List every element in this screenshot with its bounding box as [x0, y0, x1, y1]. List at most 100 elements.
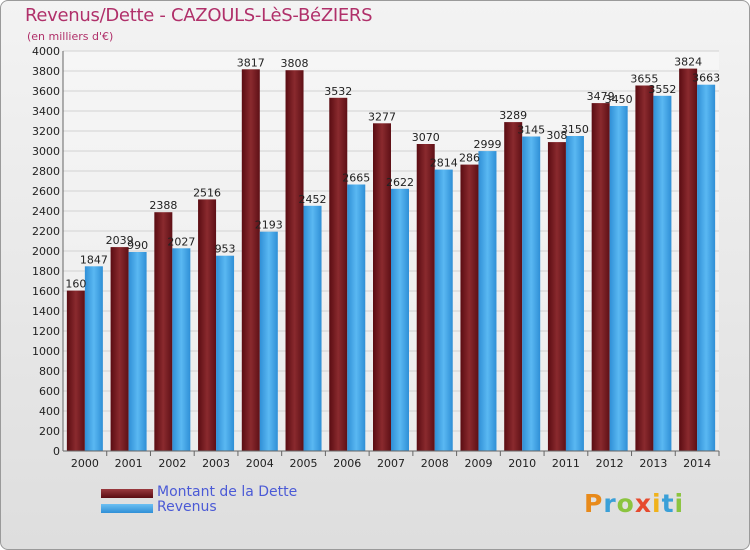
legend-label-debt: Montant de la Dette [157, 484, 298, 500]
bar-debt-2013 [635, 85, 654, 451]
bar-revenue-2007 [391, 188, 409, 452]
x-tick-label: 2004 [246, 457, 274, 470]
y-tick-label: 0 [53, 445, 60, 458]
y-tick-label: 1600 [32, 285, 60, 298]
bar-revenue-2004 [259, 231, 278, 451]
y-tick-label: 400 [39, 405, 60, 418]
data-label-revenue: 2193 [255, 219, 283, 232]
bar-debt-2011 [547, 142, 566, 451]
x-tick-label: 2000 [71, 457, 99, 470]
data-label-revenue: 2999 [473, 138, 501, 151]
bar-debt-2003 [198, 199, 217, 451]
y-tick-label: 2400 [32, 205, 60, 218]
bar-revenue-2014 [697, 84, 716, 451]
bar-debt-2004 [241, 69, 260, 452]
x-tick-label: 2008 [421, 457, 449, 470]
legend-label-revenue: Revenus [157, 499, 217, 515]
data-label-debt: 3289 [499, 109, 527, 122]
x-tick-label: 2012 [596, 457, 624, 470]
chart-title: Revenus/Dette - CAZOULS-LèS-BéZIERS [25, 5, 373, 26]
y-tick-label: 1400 [32, 305, 60, 318]
bar-debt-2014 [679, 68, 698, 451]
data-label-revenue: 2665 [342, 172, 370, 185]
legend-swatch-revenue [101, 504, 153, 513]
bar-debt-2009 [460, 164, 479, 451]
y-tick-label: 3600 [32, 85, 60, 98]
data-label-debt: 2388 [149, 199, 177, 212]
x-tick-label: 2002 [158, 457, 186, 470]
data-label-revenue: 953 [215, 243, 236, 256]
y-tick-label: 3800 [32, 65, 60, 78]
legend-swatch-debt [101, 489, 153, 498]
data-label-debt: 286 [459, 152, 480, 165]
x-tick-label: 2003 [202, 457, 230, 470]
bar-debt-2010 [504, 122, 523, 451]
bar-debt-2012 [591, 103, 610, 451]
chart-subtitle: (en milliers d'€) [27, 30, 114, 43]
data-label-debt: 3532 [324, 85, 352, 98]
bar-revenue-2006 [347, 184, 366, 451]
data-label-revenue: 2452 [299, 193, 327, 206]
y-tick-label: 2000 [32, 245, 60, 258]
data-label-debt: 3479 [587, 90, 615, 103]
data-label-debt: 3817 [237, 56, 265, 69]
data-label-revenue: 3450 [605, 93, 633, 106]
y-tick-label: 3200 [32, 125, 60, 138]
y-tick-label: 4000 [32, 45, 60, 58]
x-tick-label: 2011 [552, 457, 580, 470]
data-label-revenue: 2622 [386, 176, 414, 189]
y-tick-label: 1800 [32, 265, 60, 278]
bar-debt-2008 [416, 144, 435, 451]
data-label-revenue: 990 [127, 239, 148, 252]
bar-revenue-2009 [478, 151, 497, 451]
data-label-revenue: 2027 [167, 235, 195, 248]
data-label-revenue: 3663 [692, 72, 720, 85]
data-label-debt: 3655 [630, 73, 658, 86]
data-label-revenue: 3145 [517, 124, 545, 137]
data-label-revenue: 1847 [80, 253, 108, 266]
y-tick-label: 2800 [32, 165, 60, 178]
x-tick-label: 2014 [683, 457, 711, 470]
bar-debt-2000 [66, 290, 85, 451]
data-label-revenue: 3552 [648, 83, 676, 96]
x-tick-label: 2013 [639, 457, 667, 470]
x-tick-label: 2006 [333, 457, 361, 470]
data-label-debt: 3808 [281, 57, 309, 70]
proxiti-logo: Proxiti [584, 489, 685, 518]
y-tick-label: 3400 [32, 105, 60, 118]
bar-revenue-2012 [609, 106, 628, 451]
bar-revenue-2003 [216, 255, 235, 451]
bar-revenue-2010 [522, 136, 541, 451]
x-tick-label: 2001 [115, 457, 143, 470]
data-label-debt: 3070 [412, 131, 440, 144]
bar-revenue-2008 [434, 169, 453, 451]
bar-debt-2006 [329, 97, 348, 452]
data-label-revenue: 3150 [561, 123, 589, 136]
y-tick-label: 3000 [32, 145, 60, 158]
bar-revenue-2002 [172, 248, 191, 451]
bar-debt-2007 [373, 123, 391, 452]
x-tick-label: 2010 [508, 457, 536, 470]
y-tick-label: 200 [39, 425, 60, 438]
y-tick-label: 1200 [32, 325, 60, 338]
y-tick-label: 2600 [32, 185, 60, 198]
y-tick-label: 2200 [32, 225, 60, 238]
data-label-debt: 3824 [674, 56, 702, 69]
bar-revenue-2001 [128, 252, 147, 451]
bar-debt-2001 [110, 247, 129, 451]
y-tick-label: 1000 [32, 345, 60, 358]
bar-revenue-2000 [84, 266, 103, 451]
data-label-debt: 308 [546, 129, 567, 142]
bar-revenue-2013 [653, 95, 672, 452]
bar-debt-2002 [154, 212, 173, 451]
y-tick-label: 800 [39, 365, 60, 378]
data-label-revenue: 2814 [430, 157, 458, 170]
bar-revenue-2005 [303, 205, 322, 451]
x-tick-label: 2009 [464, 457, 492, 470]
data-label-debt: 2516 [193, 186, 221, 199]
data-label-debt: 160 [65, 278, 86, 291]
y-tick-label: 600 [39, 385, 60, 398]
bar-debt-2005 [285, 70, 304, 451]
